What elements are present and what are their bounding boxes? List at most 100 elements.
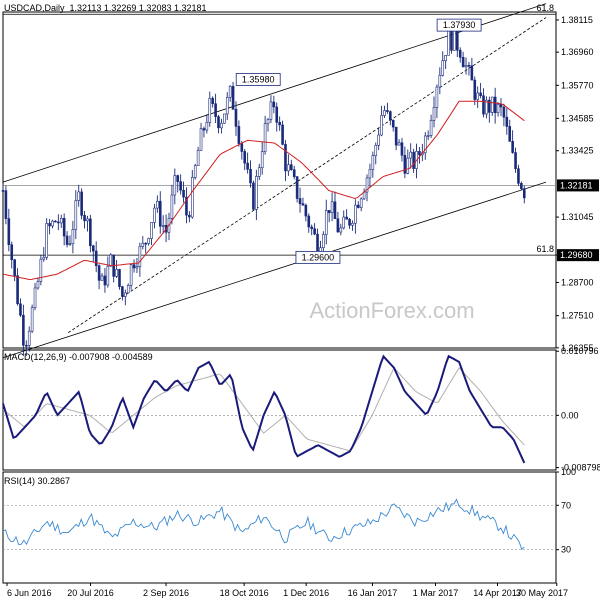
candle-body [324,210,328,235]
macd-y-tick-label: 0.010796 [561,346,599,356]
candle-body [458,49,462,58]
candle-body [138,246,142,267]
candle [208,91,212,127]
candle-body [310,226,313,229]
candle-body [246,162,249,170]
candle [278,116,281,131]
candle [412,148,415,173]
candle [298,187,302,213]
y-tick-label: 1.31045 [561,212,594,222]
candle [36,277,40,290]
candle [263,115,267,155]
candle [458,47,462,63]
candle-body [412,151,415,169]
candle-body [380,115,383,136]
candle-body [211,97,214,105]
candle [97,264,101,290]
candle [502,103,506,127]
candle [490,96,494,116]
candle-body [505,116,509,127]
candle-body [266,119,270,125]
rsi-line [2,498,525,550]
candle-body [13,259,16,276]
candle [109,253,113,267]
candle [86,215,89,232]
candle-body [260,151,264,169]
candle-body [24,344,28,347]
candle-body [179,181,182,191]
candle-body [7,218,11,246]
candle-body [292,169,296,177]
candle [13,258,16,282]
candle [371,151,375,178]
candle [432,96,436,128]
candle [266,117,270,132]
candle [435,84,439,119]
candle [368,163,372,188]
candle-body [389,111,392,121]
candle [27,326,31,352]
candle-body [476,92,479,100]
candle [211,96,214,108]
candle [89,214,92,253]
candle-body [249,168,252,184]
candle [94,241,98,273]
candle [351,220,354,231]
candle-body [135,266,139,269]
y-tick-label: 1.38115 [561,15,593,25]
candle [158,191,162,234]
y-tick-label: 1.28700 [561,277,594,287]
candle [517,164,520,187]
candle-body [453,30,456,51]
candle-body [464,65,468,68]
candle-body [176,175,180,182]
candle [461,51,465,68]
candle [359,197,363,212]
candle-body [330,201,334,214]
candle-body [368,169,372,179]
candle [138,242,142,277]
candle [348,217,351,229]
candle [252,180,255,211]
candle-body [455,30,459,51]
candle [246,152,249,174]
candle [243,148,247,171]
candle-body [359,198,363,208]
rsi-title: RSI(14) 30.2867 [4,476,71,486]
price-label-text: 1.35980 [242,74,275,84]
candle-body [374,144,378,156]
candle-body [208,97,212,123]
candle-body [190,177,194,218]
candle [173,168,177,205]
candle [202,126,206,138]
candle-body [406,157,410,174]
candle [51,219,54,229]
candle-body [394,126,398,146]
candle [106,256,110,288]
candle-body [278,121,281,126]
candle-body [4,190,8,219]
candle-body [185,196,188,216]
candle [100,272,104,281]
candle-body [62,218,66,237]
candle [522,185,526,204]
candle [333,191,337,220]
candle-body [42,257,46,260]
candle [1,184,5,192]
candle-body [400,142,404,156]
candle [30,304,34,334]
channel-lower-line [2,181,547,359]
candle [24,340,28,357]
candle-body [438,75,442,88]
candle-body [205,122,209,131]
candle-body [522,188,526,199]
candle-body [193,165,197,178]
candle [83,210,86,229]
candle-body [121,286,124,297]
y-tick-label: 1.36960 [561,47,594,57]
candle [339,223,343,236]
candle-body [1,190,5,192]
candle-body [429,120,433,136]
candle [429,114,433,139]
candle-body [89,218,92,247]
